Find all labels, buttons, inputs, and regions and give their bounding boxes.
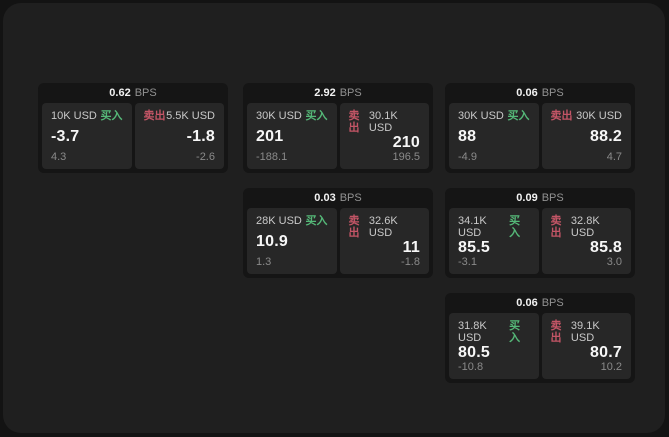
sell-delta: -1.8 [401, 256, 420, 268]
bps-value: 0.03 [314, 192, 336, 204]
sell-side-label: 卖出 [550, 215, 562, 239]
buy-amount: 28K USD [256, 215, 302, 227]
buy-amount: 31.8K USD [458, 320, 487, 344]
sell-price: 85.8 [590, 239, 622, 256]
card-header: 0.62 BPS [42, 83, 224, 103]
quote-card-6: 0.06 BPS 31.8K USD 买入 80.5 -10.8 卖出 39.1… [445, 293, 635, 383]
sell-amount: 30.1K USD [368, 110, 398, 134]
quote-card-5: 0.09 BPS 34.1K USD 买入 85.5 -3.1 卖出 32.8K… [445, 188, 635, 278]
buy-amount: 10K USD [51, 110, 97, 122]
bps-value: 0.06 [516, 297, 538, 309]
sell-delta: 3.0 [606, 256, 622, 268]
sell-panel[interactable]: 卖出 39.1K USD 80.7 10.2 [541, 313, 631, 379]
sell-amount: 32.8K USD [570, 215, 600, 239]
bps-value: 0.06 [516, 87, 538, 99]
buy-delta: -3.1 [458, 256, 477, 268]
buy-panel[interactable]: 34.1K USD 买入 85.5 -3.1 [449, 208, 539, 274]
buy-delta: -10.8 [458, 361, 484, 373]
card-header: 2.92 BPS [247, 83, 429, 103]
sell-amount: 5.5K USD [166, 110, 215, 122]
bps-unit-label: BPS [541, 297, 564, 309]
buy-panel[interactable]: 30K USD 买入 88 -4.9 [449, 103, 539, 169]
app-screen: 0.62 BPS 10K USD 买入 -3.7 4.3 卖出 5.5K USD… [3, 3, 665, 433]
sell-panel[interactable]: 卖出 5.5K USD -1.8 -2.6 [134, 103, 224, 169]
panels: 30K USD 买入 88 -4.9 卖出 30K USD 88.2 4.7 [449, 103, 631, 169]
buy-delta: 4.3 [51, 151, 67, 163]
buy-amount: 30K USD [256, 110, 302, 122]
sell-price: -1.8 [186, 128, 215, 145]
sell-side-label: 卖出 [550, 110, 573, 122]
buy-delta: -4.9 [458, 151, 477, 163]
sell-price: 88.2 [590, 128, 622, 145]
bps-unit-label: BPS [339, 192, 362, 204]
sell-panel[interactable]: 卖出 32.6K USD 11 -1.8 [339, 208, 429, 274]
panels: 10K USD 买入 -3.7 4.3 卖出 5.5K USD -1.8 -2.… [42, 103, 224, 169]
buy-panel[interactable]: 10K USD 买入 -3.7 4.3 [42, 103, 132, 169]
card-header: 0.09 BPS [449, 188, 631, 208]
bps-unit-label: BPS [541, 192, 564, 204]
sell-price: 210 [392, 134, 420, 151]
buy-panel[interactable]: 31.8K USD 买入 80.5 -10.8 [449, 313, 539, 379]
sell-amount: 39.1K USD [570, 320, 600, 344]
buy-delta: 1.3 [256, 256, 272, 268]
sell-delta: 4.7 [606, 151, 622, 163]
buy-side-label: 买入 [305, 110, 328, 122]
sell-delta: 10.2 [600, 361, 622, 373]
buy-price: -3.7 [51, 128, 80, 145]
buy-delta: -188.1 [256, 151, 288, 163]
sell-panel[interactable]: 卖出 30K USD 88.2 4.7 [541, 103, 631, 169]
buy-panel[interactable]: 30K USD 买入 201 -188.1 [247, 103, 337, 169]
buy-side-label: 买入 [509, 320, 521, 344]
buy-panel[interactable]: 28K USD 买入 10.9 1.3 [247, 208, 337, 274]
bps-value: 0.09 [516, 192, 538, 204]
sell-side-label: 卖出 [348, 110, 360, 134]
bps-unit-label: BPS [339, 87, 362, 99]
card-header: 0.03 BPS [247, 188, 429, 208]
buy-amount: 34.1K USD [458, 215, 487, 239]
buy-side-label: 买入 [100, 110, 123, 122]
sell-panel[interactable]: 卖出 30.1K USD 210 196.5 [339, 103, 429, 169]
sell-amount: 32.6K USD [368, 215, 398, 239]
buy-price: 80.5 [458, 344, 490, 361]
buy-price: 88 [458, 128, 477, 145]
bps-unit-label: BPS [134, 87, 157, 99]
sell-side-label: 卖出 [348, 215, 360, 239]
quote-card-3: 0.06 BPS 30K USD 买入 88 -4.9 卖出 30K USD 8… [445, 83, 635, 173]
quote-card-4: 0.03 BPS 28K USD 买入 10.9 1.3 卖出 32.6K US… [243, 188, 433, 278]
sell-side-label: 卖出 [143, 110, 166, 122]
panels: 34.1K USD 买入 85.5 -3.1 卖出 32.8K USD 85.8… [449, 208, 631, 274]
card-header: 0.06 BPS [449, 293, 631, 313]
bps-unit-label: BPS [541, 87, 564, 99]
buy-price: 201 [256, 128, 284, 145]
sell-delta: 196.5 [392, 151, 420, 163]
sell-price: 11 [402, 239, 420, 256]
buy-amount: 30K USD [458, 110, 504, 122]
buy-side-label: 买入 [509, 215, 521, 239]
quote-card-1: 0.62 BPS 10K USD 买入 -3.7 4.3 卖出 5.5K USD… [38, 83, 228, 173]
bps-value: 0.62 [109, 87, 131, 99]
bps-value: 2.92 [314, 87, 336, 99]
buy-price: 85.5 [458, 239, 490, 256]
sell-price: 80.7 [590, 344, 622, 361]
sell-panel[interactable]: 卖出 32.8K USD 85.8 3.0 [541, 208, 631, 274]
sell-side-label: 卖出 [550, 320, 562, 344]
sell-delta: -2.6 [196, 151, 215, 163]
quote-card-2: 2.92 BPS 30K USD 买入 201 -188.1 卖出 30.1K … [243, 83, 433, 173]
buy-price: 10.9 [256, 233, 288, 250]
panels: 31.8K USD 买入 80.5 -10.8 卖出 39.1K USD 80.… [449, 313, 631, 379]
panels: 30K USD 买入 201 -188.1 卖出 30.1K USD 210 1… [247, 103, 429, 169]
buy-side-label: 买入 [507, 110, 530, 122]
card-header: 0.06 BPS [449, 83, 631, 103]
panels: 28K USD 买入 10.9 1.3 卖出 32.6K USD 11 -1.8 [247, 208, 429, 274]
buy-side-label: 买入 [305, 215, 328, 227]
sell-amount: 30K USD [576, 110, 622, 122]
